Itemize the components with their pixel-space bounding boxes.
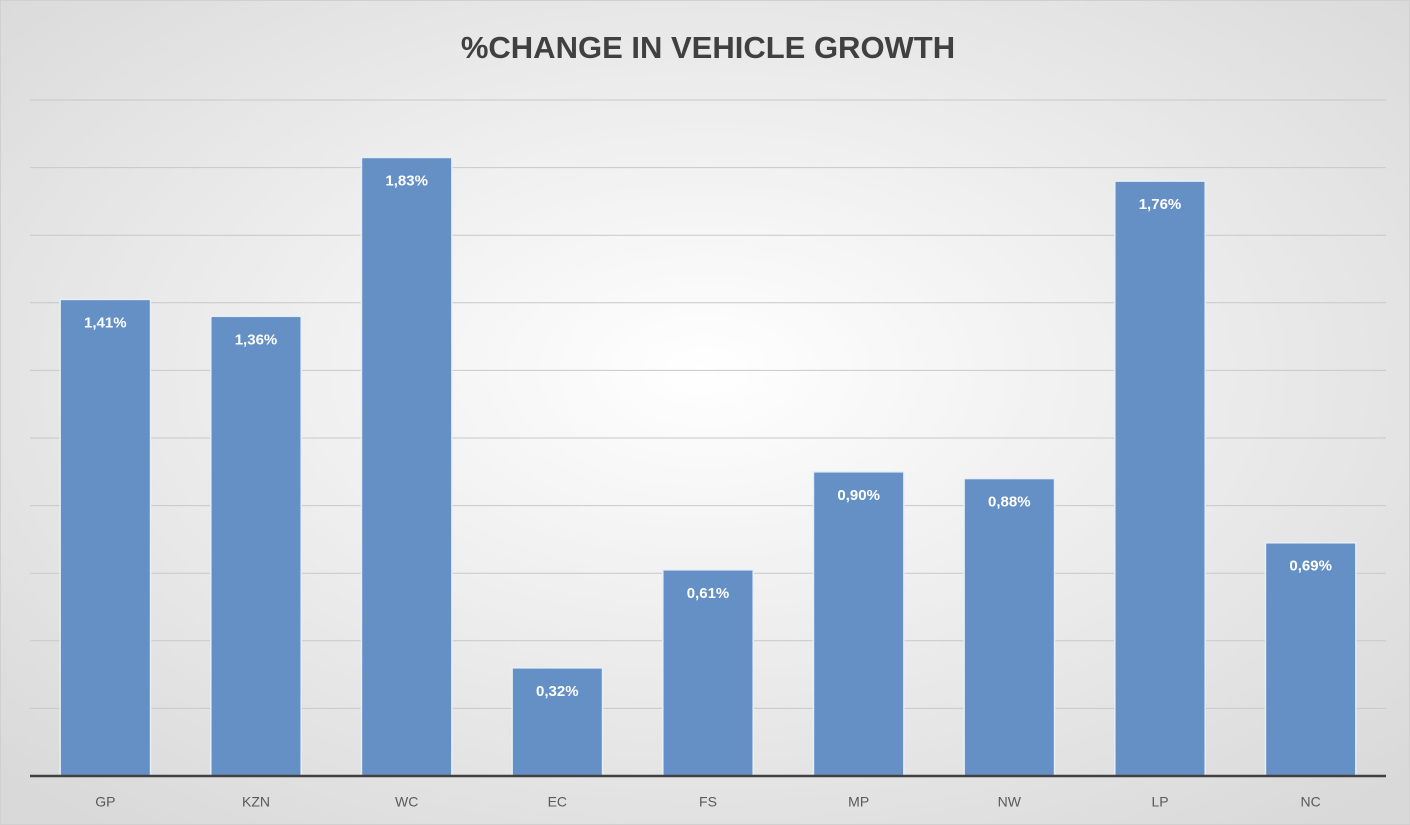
x-tick-label: NC (1301, 794, 1321, 810)
bar (1114, 180, 1206, 777)
data-label: 1,83% (385, 172, 428, 189)
chart-title: %CHANGE IN VEHICLE GROWTH (461, 30, 955, 65)
data-label: 0,61% (687, 585, 730, 602)
x-tick-label: LP (1151, 794, 1168, 810)
bar (511, 667, 604, 777)
data-label: 0,32% (536, 683, 579, 700)
bar (1264, 542, 1357, 777)
bar (963, 477, 1056, 777)
x-tick-label: FS (699, 794, 717, 810)
bar (210, 315, 302, 777)
x-tick-label: GP (95, 794, 115, 810)
x-tick-label: NW (998, 794, 1022, 810)
data-label: 0,69% (1289, 558, 1332, 575)
x-tick-label: KZN (242, 794, 270, 810)
bar (812, 471, 905, 777)
x-tick-label: WC (395, 794, 418, 810)
bar (360, 156, 453, 777)
data-label: 0,88% (988, 494, 1031, 511)
data-label: 1,76% (1139, 196, 1182, 213)
data-label: 1,41% (84, 314, 127, 331)
bar (59, 298, 152, 777)
data-label: 0,90% (837, 487, 880, 504)
data-label: 1,36% (235, 331, 278, 348)
x-tick-label: MP (848, 794, 869, 810)
x-tick-label: EC (548, 794, 567, 810)
